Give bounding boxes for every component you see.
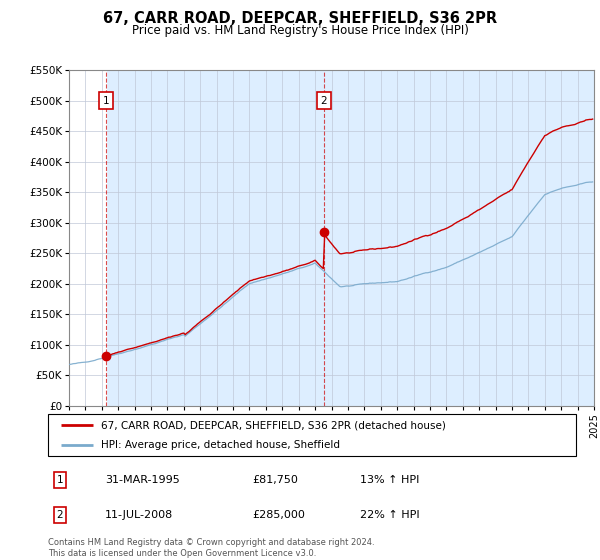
- Text: 67, CARR ROAD, DEEPCAR, SHEFFIELD, S36 2PR (detached house): 67, CARR ROAD, DEEPCAR, SHEFFIELD, S36 2…: [101, 421, 446, 430]
- Text: 31-MAR-1995: 31-MAR-1995: [105, 475, 180, 484]
- Text: £81,750: £81,750: [252, 475, 298, 484]
- Text: 67, CARR ROAD, DEEPCAR, SHEFFIELD, S36 2PR: 67, CARR ROAD, DEEPCAR, SHEFFIELD, S36 2…: [103, 11, 497, 26]
- Text: Contains HM Land Registry data © Crown copyright and database right 2024.
This d: Contains HM Land Registry data © Crown c…: [48, 538, 374, 558]
- Text: 2: 2: [56, 510, 64, 520]
- Text: 13% ↑ HPI: 13% ↑ HPI: [360, 475, 419, 484]
- Text: £285,000: £285,000: [252, 510, 305, 520]
- Text: 2: 2: [320, 96, 327, 105]
- Text: 1: 1: [103, 96, 109, 105]
- Text: 11-JUL-2008: 11-JUL-2008: [105, 510, 173, 520]
- Text: HPI: Average price, detached house, Sheffield: HPI: Average price, detached house, Shef…: [101, 441, 340, 450]
- Bar: [69, 70, 106, 406]
- Text: Price paid vs. HM Land Registry's House Price Index (HPI): Price paid vs. HM Land Registry's House …: [131, 24, 469, 36]
- Bar: [69, 70, 106, 406]
- Text: 22% ↑ HPI: 22% ↑ HPI: [360, 510, 419, 520]
- Text: 1: 1: [56, 475, 64, 484]
